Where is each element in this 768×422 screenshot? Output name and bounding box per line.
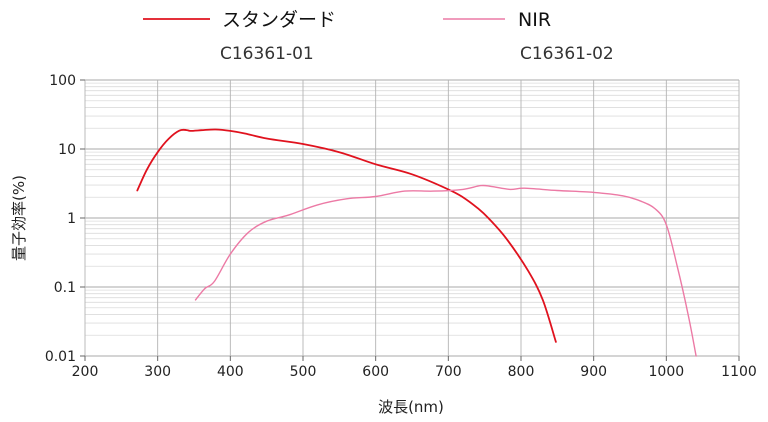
x-tick-label: 700 [435, 364, 462, 380]
y-tick-label: 10 [58, 142, 76, 158]
x-axis-title: 波長(nm) [378, 398, 444, 416]
y-tick-label: 1 [67, 211, 76, 227]
x-tick-label: 300 [144, 364, 171, 380]
series-line-standard [136, 128, 557, 343]
legend-model-standard: C16361-01 [220, 44, 314, 64]
legend: スタンダード C16361-01 NIR C16361-02 [143, 9, 614, 64]
legend-model-nir: C16361-02 [520, 44, 614, 64]
x-tick-label: 400 [217, 364, 244, 380]
data-series [136, 128, 697, 357]
legend-label-standard: スタンダード [222, 9, 336, 31]
series-line-nir [194, 184, 697, 357]
y-tick-label: 0.01 [45, 349, 76, 365]
x-tick-label: 1100 [721, 364, 757, 380]
x-tick-label: 900 [580, 364, 607, 380]
x-tick-label: 500 [290, 364, 317, 380]
y-axis-title: 量子効率(%) [10, 175, 28, 261]
y-axis-ticks: 0.01 0.1 1 10 100 [45, 73, 85, 365]
x-tick-label: 200 [72, 364, 99, 380]
y-tick-label: 100 [49, 73, 76, 89]
gridlines [84, 79, 740, 357]
x-tick-label: 1000 [649, 364, 685, 380]
x-tick-label: 600 [362, 364, 389, 380]
x-tick-label: 800 [508, 364, 535, 380]
legend-label-nir: NIR [518, 9, 551, 31]
x-axis-ticks: 200 300 400 500 600 700 800 900 1000 1100 [72, 356, 757, 380]
y-tick-label: 0.1 [54, 280, 76, 296]
